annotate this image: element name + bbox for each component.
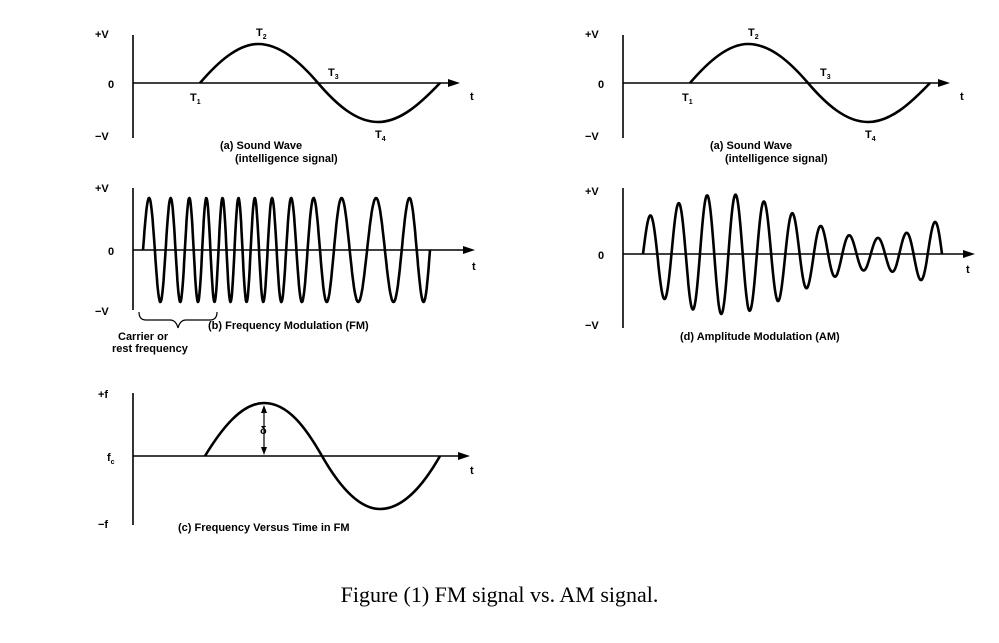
point-label-t2: T2 [256,27,267,41]
point-label-t2: T2 [748,27,759,41]
am-waveform [641,193,944,316]
panel-sound-wave-left: +V 0 −V t T1 T2 T3 T4 (a) Sound Wave (in… [95,27,474,165]
x-axis-arrow [458,452,470,460]
y-label-minus-f: −f [98,519,108,531]
point-label-t3: T3 [820,67,831,81]
caption: (b) Frequency Modulation (FM) [208,320,369,332]
y-label-plus-v: +V [95,183,109,195]
y-label-zero: 0 [108,79,114,91]
point-label-t3: T3 [328,67,339,81]
fm-waveform [141,196,432,304]
frequency-curve [203,401,442,511]
x-label-t: t [960,91,964,103]
x-label-t: t [470,465,474,477]
x-label-t: t [472,261,476,273]
point-label-t4: T4 [865,129,876,143]
figure-caption: Figure (1) FM signal vs. AM signal. [340,582,659,607]
caption-line-1: (a) Sound Wave [220,140,302,152]
y-label-zero: 0 [598,250,604,262]
y-label-zero: 0 [598,79,604,91]
sound-wave-curve [199,42,441,124]
x-axis-arrow [963,250,975,258]
y-label-minus-v: −V [585,131,599,143]
y-label-plus-v: +V [95,29,109,41]
panel-amplitude-modulation: +V 0 −V t (d) Amplitude Modulation (AM) [585,186,975,343]
x-axis-arrow [463,246,475,254]
y-label-plus-v: +V [585,186,599,198]
sound-wave-curve [689,42,931,124]
caption-line-1: (a) Sound Wave [710,140,792,152]
panel-frequency-versus-time: δ +f fc −f t (c) Frequency Versus Time i… [98,389,474,534]
point-label-t1: T1 [682,92,693,106]
y-label-minus-v: −V [95,131,109,143]
y-label-minus-v: −V [95,306,109,318]
panel-sound-wave-right: +V 0 −V t T1 T2 T3 T4 (a) Sound Wave (in… [585,27,964,165]
point-label-t4: T4 [375,129,386,143]
y-label-fc: fc [107,452,115,466]
y-label-plus-f: +f [98,389,108,401]
deviation-arrow-down [261,447,267,455]
x-axis-arrow [938,79,950,87]
point-label-t1: T1 [190,92,201,106]
deviation-arrow-up [261,405,267,413]
caption-line-2: (intelligence signal) [235,153,338,165]
deviation-symbol: δ [260,425,267,437]
carrier-label-line-2: rest frequency [112,343,189,355]
caption: (d) Amplitude Modulation (AM) [680,331,840,343]
caption: (c) Frequency Versus Time in FM [178,522,350,534]
y-label-minus-v: −V [585,320,599,332]
x-axis-arrow [448,79,460,87]
carrier-label-line-1: Carrier or [118,331,169,343]
y-label-zero: 0 [108,246,114,258]
caption-line-2: (intelligence signal) [725,153,828,165]
panel-frequency-modulation: +V 0 −V t Carrier or rest frequency (b) … [95,183,476,355]
carrier-brace [138,311,218,329]
y-label-plus-v: +V [585,29,599,41]
x-label-t: t [470,91,474,103]
x-label-t: t [966,264,970,276]
